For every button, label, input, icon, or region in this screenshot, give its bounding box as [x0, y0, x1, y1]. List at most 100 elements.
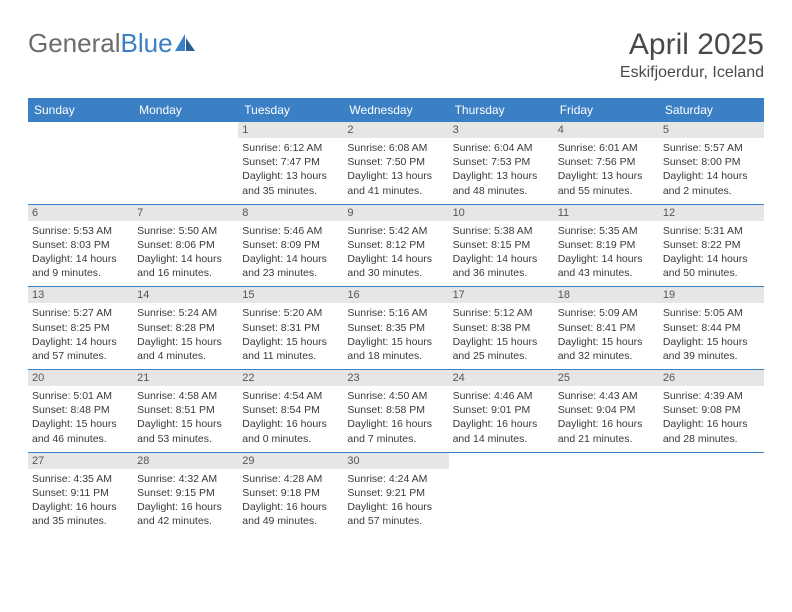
daylight-line: Daylight: 14 hours and 23 minutes. — [242, 252, 339, 280]
calendar-empty-cell — [133, 122, 238, 204]
daylight-line: Daylight: 14 hours and 36 minutes. — [453, 252, 550, 280]
sunrise-line: Sunrise: 5:16 AM — [347, 306, 444, 320]
daylight-line: Daylight: 16 hours and 42 minutes. — [137, 500, 234, 528]
sunset-line: Sunset: 8:48 PM — [32, 403, 129, 417]
weekday-header: Sunday — [28, 98, 133, 122]
day-number: 12 — [659, 205, 764, 221]
calendar-day-cell: 17Sunrise: 5:12 AMSunset: 8:38 PMDayligh… — [449, 287, 554, 370]
day-number: 24 — [449, 370, 554, 386]
sunset-line: Sunset: 9:21 PM — [347, 486, 444, 500]
sunset-line: Sunset: 8:54 PM — [242, 403, 339, 417]
calendar-day-cell: 16Sunrise: 5:16 AMSunset: 8:35 PMDayligh… — [343, 287, 448, 370]
day-number: 13 — [28, 287, 133, 303]
weekday-header: Wednesday — [343, 98, 448, 122]
calendar-empty-cell — [659, 452, 764, 534]
calendar-day-cell: 7Sunrise: 5:50 AMSunset: 8:06 PMDaylight… — [133, 204, 238, 287]
calendar-day-cell: 26Sunrise: 4:39 AMSunset: 9:08 PMDayligh… — [659, 370, 764, 453]
sunset-line: Sunset: 8:58 PM — [347, 403, 444, 417]
calendar-day-cell: 23 Sunrise: 4:50 AMSunset: 8:58 PMDayligh… — [343, 370, 448, 453]
calendar-week-row: 27Sunrise: 4:35 AMSunset: 9:11 PMDayligh… — [28, 452, 764, 534]
sunset-line: Sunset: 8:44 PM — [663, 321, 760, 335]
header-row: GeneralBlue April 2025 Eskifjoerdur, Ice… — [28, 28, 764, 82]
day-number: 14 — [133, 287, 238, 303]
sunrise-line: Sunrise: 5:05 AM — [663, 306, 760, 320]
sunset-line: Sunset: 8:35 PM — [347, 321, 444, 335]
day-number: 2 — [343, 122, 448, 138]
calendar-day-cell: 4Sunrise: 6:01 AMSunset: 7:56 PMDaylight… — [554, 122, 659, 204]
daylight-line: Daylight: 14 hours and 2 minutes. — [663, 169, 760, 197]
sunrise-line: Sunrise: 5:31 AM — [663, 224, 760, 238]
calendar-day-cell: 15Sunrise: 5:20 AMSunset: 8:31 PMDayligh… — [238, 287, 343, 370]
calendar-week-row: 6Sunrise: 5:53 AMSunset: 8:03 PMDaylight… — [28, 204, 764, 287]
sunset-line: Sunset: 8:15 PM — [453, 238, 550, 252]
sunset-line: Sunset: 8:31 PM — [242, 321, 339, 335]
calendar-week-row: 13Sunrise: 5:27 AMSunset: 8:25 PMDayligh… — [28, 287, 764, 370]
calendar-day-cell: 25Sunrise: 4:43 AMSunset: 9:04 PMDayligh… — [554, 370, 659, 453]
sunset-line: Sunset: 9:01 PM — [453, 403, 550, 417]
day-number: 19 — [659, 287, 764, 303]
calendar-empty-cell — [554, 452, 659, 534]
day-number: 8 — [238, 205, 343, 221]
daylight-line: Daylight: 14 hours and 30 minutes. — [347, 252, 444, 280]
daylight-line: Daylight: 16 hours and 21 minutes. — [558, 417, 655, 445]
sunrise-line: Sunrise: 5:38 AM — [453, 224, 550, 238]
sunrise-line: Sunrise: 5:01 AM — [32, 389, 129, 403]
day-number: 5 — [659, 122, 764, 138]
calendar-empty-cell — [449, 452, 554, 534]
sunset-line: Sunset: 9:15 PM — [137, 486, 234, 500]
sunset-line: Sunset: 8:00 PM — [663, 155, 760, 169]
daylight-line: Daylight: 13 hours and 55 minutes. — [558, 169, 655, 197]
daylight-line: Daylight: 14 hours and 43 minutes. — [558, 252, 655, 280]
day-number: 20 — [28, 370, 133, 386]
sunrise-line: Sunrise: 5:42 AM — [347, 224, 444, 238]
daylight-line: Daylight: 16 hours and 0 minutes. — [242, 417, 339, 445]
daylight-line: Daylight: 16 hours and 49 minutes. — [242, 500, 339, 528]
sunrise-line: Sunrise: 6:12 AM — [242, 141, 339, 155]
sunset-line: Sunset: 7:47 PM — [242, 155, 339, 169]
location-text: Eskifjoerdur, Iceland — [620, 64, 764, 82]
sunset-line: Sunset: 8:03 PM — [32, 238, 129, 252]
calendar-table: SundayMondayTuesdayWednesdayThursdayFrid… — [28, 98, 764, 534]
daylight-line: Daylight: 14 hours and 50 minutes. — [663, 252, 760, 280]
calendar-body: 1 Sunrise: 6:12 AMSunset: 7:47 PM Daylight… — [28, 122, 764, 534]
day-number: 26 — [659, 370, 764, 386]
daylight-line: Daylight: 15 hours and 53 minutes. — [137, 417, 234, 445]
sunset-line: Sunset: 8:06 PM — [137, 238, 234, 252]
day-number: 15 — [238, 287, 343, 303]
calendar-day-cell: 8Sunrise: 5:46 AMSunset: 8:09 PMDaylight… — [238, 204, 343, 287]
day-number: 30 — [343, 453, 448, 469]
sunset-line: Sunset: 8:51 PM — [137, 403, 234, 417]
sunrise-line: Sunrise: 4:54 AM — [242, 389, 339, 403]
calendar-day-cell: 29Sunrise: 4:28 AMSunset: 9:18 PMDayligh… — [238, 452, 343, 534]
logo-sail-icon — [175, 34, 197, 52]
daylight-line: Daylight: 14 hours and 57 minutes. — [32, 335, 129, 363]
sunset-line: Sunset: 8:09 PM — [242, 238, 339, 252]
calendar-day-cell: 13Sunrise: 5:27 AMSunset: 8:25 PMDayligh… — [28, 287, 133, 370]
day-number: 23 — [343, 370, 448, 386]
daylight-line: Daylight: 15 hours and 4 minutes. — [137, 335, 234, 363]
sunset-line: Sunset: 9:18 PM — [242, 486, 339, 500]
sunset-line: Sunset: 8:19 PM — [558, 238, 655, 252]
day-number: 16 — [343, 287, 448, 303]
weekday-header: Tuesday — [238, 98, 343, 122]
daylight-line: Daylight: 14 hours and 16 minutes. — [137, 252, 234, 280]
sunrise-line: Sunrise: 4:43 AM — [558, 389, 655, 403]
daylight-line: Daylight: 16 hours and 14 minutes. — [453, 417, 550, 445]
sunrise-line: Sunrise: 5:35 AM — [558, 224, 655, 238]
sunrise-line: Sunrise: 6:01 AM — [558, 141, 655, 155]
sunrise-line: Sunrise: 5:57 AM — [663, 141, 760, 155]
sunset-line: Sunset: 9:11 PM — [32, 486, 129, 500]
calendar-week-row: 1 Sunrise: 6:12 AMSunset: 7:47 PM Daylight… — [28, 122, 764, 204]
daylight-line: Daylight: 16 hours and 57 minutes. — [347, 500, 444, 528]
day-number: 27 — [28, 453, 133, 469]
calendar-day-cell: 9Sunrise: 5:42 AMSunset: 8:12 PMDaylight… — [343, 204, 448, 287]
daylight-line: Daylight: 16 hours and 7 minutes. — [347, 417, 444, 445]
sunrise-line: Sunrise: 4:58 AM — [137, 389, 234, 403]
logo: GeneralBlue — [28, 28, 197, 59]
calendar-day-cell: 24Sunrise: 4:46 AMSunset: 9:01 PMDayligh… — [449, 370, 554, 453]
calendar-empty-cell — [28, 122, 133, 204]
day-number: 3 — [449, 122, 554, 138]
sunrise-line: Sunrise: 4:50 AM — [347, 389, 444, 403]
day-number: 1 — [238, 122, 343, 138]
day-number: 9 — [343, 205, 448, 221]
